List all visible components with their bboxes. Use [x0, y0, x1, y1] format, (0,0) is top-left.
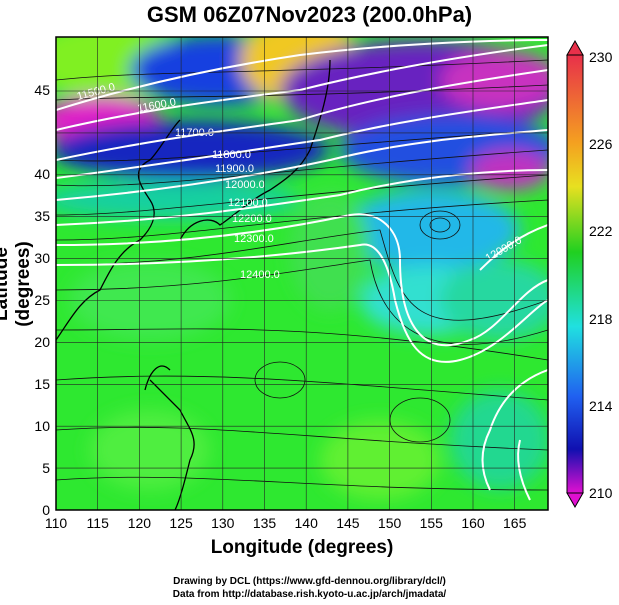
contour-label: 11900.0 [215, 163, 254, 175]
plot-frame [55, 36, 549, 511]
y-tick-label: 45 [34, 82, 50, 98]
y-tick-label: 20 [34, 334, 50, 350]
colorbar-lower-arrow [566, 492, 584, 509]
colorbar-ticks: 230 226 222 218 214 210 [589, 49, 613, 501]
y-tick-label: 40 [34, 166, 50, 182]
colorbar-tick-label: 230 [589, 49, 613, 65]
x-tick-label: 140 [295, 515, 319, 531]
x-tick-label: 155 [420, 515, 444, 531]
y-tick-label: 35 [34, 208, 50, 224]
colorbar-upper-arrow [566, 39, 584, 56]
colorbar [566, 39, 584, 509]
y-tick-label: 10 [34, 418, 50, 434]
colorbar-tick-label: 226 [589, 136, 613, 152]
x-tick-label: 135 [253, 515, 277, 531]
y-axis-ticks: 0 5 10 15 20 25 30 35 40 45 [34, 82, 50, 518]
data-credit: Data from http://database.rish.kyoto-u.a… [172, 589, 447, 600]
graticule [56, 37, 548, 510]
x-tick-label: 130 [211, 515, 235, 531]
x-tick-label: 110 [45, 515, 68, 531]
contour-label: 12200.0 [232, 213, 272, 225]
x-tick-label: 115 [87, 515, 110, 531]
colorbar-scale [566, 54, 584, 494]
streamlines [56, 59, 548, 491]
height-contours [56, 39, 548, 501]
y-tick-label: 5 [42, 460, 50, 476]
coastline [56, 59, 331, 510]
y-tick-label: 0 [42, 502, 50, 518]
x-axis-ticks: 110 115 120 125 130 135 140 145 150 155 … [45, 515, 527, 531]
contour-label: 12000.0 [225, 179, 265, 191]
contour-label: 12400.0 [240, 269, 280, 281]
x-tick-label: 160 [461, 515, 485, 531]
contour-label: 11800.0 [212, 149, 251, 161]
y-axis-title: Latitude (degrees) [0, 241, 34, 327]
contour-label: 12100.0 [228, 197, 268, 209]
x-tick-label: 165 [503, 515, 527, 531]
colorbar-tick-label: 222 [589, 223, 613, 239]
y-tick-label: 25 [34, 292, 50, 308]
temperature-field [56, 37, 548, 510]
x-tick-label: 120 [128, 515, 152, 531]
x-tick-label: 125 [169, 515, 193, 531]
y-tick-label: 15 [34, 376, 50, 392]
drawing-credit: Drawing by DCL (https://www.gfd-dennou.o… [173, 576, 446, 587]
colorbar-tick-label: 210 [589, 485, 613, 501]
map-title: GSM 06Z07Nov2023 (200.0hPa) [146, 2, 473, 27]
x-axis-title: Longitude (degrees) [210, 537, 394, 558]
x-tick-label: 150 [378, 515, 402, 531]
y-tick-label: 30 [34, 250, 50, 266]
x-tick-label: 145 [336, 515, 360, 531]
colorbar-tick-label: 214 [589, 398, 613, 414]
contour-label: 12300.0 [234, 233, 274, 245]
colorbar-tick-label: 218 [589, 311, 613, 327]
